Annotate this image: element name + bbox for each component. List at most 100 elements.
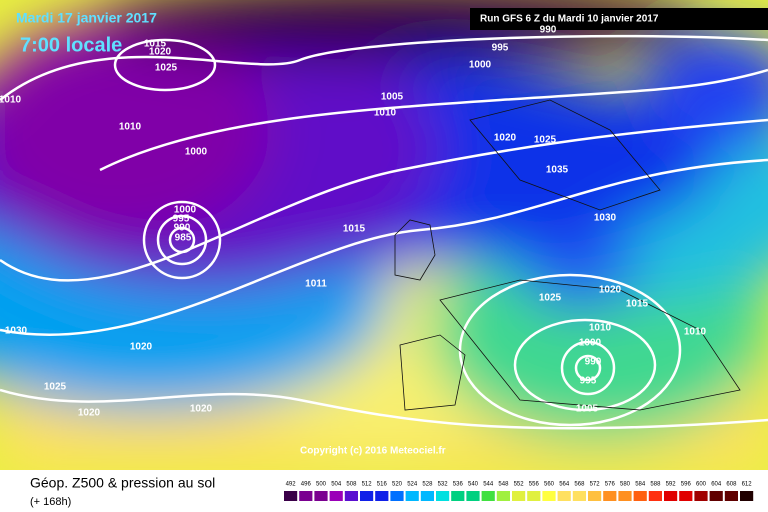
- scale-swatch: [588, 491, 602, 501]
- scale-label: 572: [590, 482, 601, 488]
- scale-label: 556: [529, 482, 540, 488]
- scale-label: 600: [696, 482, 707, 488]
- scale-label: 540: [468, 482, 479, 488]
- scale-label: 568: [574, 482, 585, 488]
- isobar: [168, 226, 196, 254]
- isobar-label: 1005: [381, 92, 404, 103]
- isobar: [574, 354, 602, 382]
- isobar-label: 1005: [576, 404, 599, 415]
- scale-label: 532: [438, 482, 449, 488]
- isobar-label: 1000: [185, 147, 208, 158]
- scale-swatch: [709, 491, 723, 501]
- isobar: [560, 340, 616, 396]
- scale-swatch: [496, 491, 510, 501]
- isobar: [99, 68, 768, 172]
- time: 7:00 locale: [20, 34, 122, 56]
- scale-swatch: [618, 491, 632, 501]
- scale-swatch: [572, 491, 586, 501]
- color-scale: 492 496 500 504 508 512 516 520 524 528 532 536 540 5…: [284, 482, 754, 501]
- coastlines: [394, 99, 741, 411]
- isobar-label: 1025: [155, 63, 178, 74]
- scale-swatch: [512, 491, 526, 501]
- scale-label: 512: [362, 482, 373, 488]
- isobar-label: 1015: [144, 39, 167, 50]
- isobar-label: 1020: [190, 404, 213, 415]
- isobar-label: 1010: [589, 323, 612, 334]
- isobar-label: 1025: [44, 382, 67, 393]
- copyright: Copyright (c) 2016 Meteociel.fr: [300, 446, 446, 457]
- scale-swatch: [633, 491, 647, 501]
- scale-swatch: [740, 491, 754, 501]
- isobar-label: 1000: [469, 60, 492, 71]
- isobar: [142, 200, 222, 280]
- footer-range: (+ 168h): [30, 496, 71, 508]
- scale-swatch: [466, 491, 480, 501]
- footer-title: Géop. Z500 & pression au sol: [30, 475, 215, 491]
- isobar-label: 1011: [305, 279, 327, 290]
- isobar-label: 1020: [494, 133, 517, 144]
- scale-swatch: [405, 491, 419, 501]
- scale-label: 544: [483, 482, 494, 488]
- scale-swatch: [360, 491, 374, 501]
- scale-label: 508: [346, 482, 357, 488]
- scale-label: 560: [544, 482, 555, 488]
- geopotential-field: [0, 0, 768, 470]
- isobar-label: 1020: [78, 408, 101, 419]
- isobar: [0, 34, 768, 101]
- isobar: [113, 38, 217, 92]
- scale-label: 504: [331, 482, 342, 488]
- scale-swatch: [481, 491, 495, 501]
- scale-label: 536: [453, 482, 464, 488]
- scale-swatch: [314, 491, 328, 501]
- scale-swatch: [420, 491, 434, 501]
- isobar-label: 985: [175, 233, 192, 244]
- scale-label: 492: [286, 482, 297, 488]
- scale-label: 612: [742, 482, 753, 488]
- isobars: [0, 34, 768, 430]
- scale-label: 500: [316, 482, 327, 488]
- scale-swatch: [603, 491, 617, 501]
- run-info: Run GFS 6 Z du Mardi 10 janvier 2017: [480, 14, 659, 25]
- scale-label: 592: [666, 482, 677, 488]
- isobar: [0, 388, 768, 430]
- scale-swatch: [542, 491, 556, 501]
- scale-swatch: [299, 491, 313, 501]
- isobar-label: 1010: [374, 108, 397, 119]
- scale-label: 516: [377, 482, 388, 488]
- isobar: [513, 318, 657, 412]
- date: Mardi 17 janvier 2017: [16, 10, 157, 26]
- scale-swatch: [648, 491, 662, 501]
- isobar: [0, 158, 768, 336]
- isobar-label: 990: [174, 223, 191, 234]
- isobar-label: 1020: [130, 342, 153, 353]
- scale-swatch: [679, 491, 693, 501]
- isobar: [156, 214, 208, 266]
- scale-swatch: [375, 491, 389, 501]
- scale-label: 548: [498, 482, 509, 488]
- isobar-label: 1035: [546, 165, 569, 176]
- isobar: [0, 118, 768, 282]
- isobar: [458, 273, 682, 427]
- scale-swatch: [664, 491, 678, 501]
- isobar-label: 1010: [0, 95, 22, 106]
- scale-label: 552: [514, 482, 525, 488]
- scale-swatch: [557, 491, 571, 501]
- isobar-label: 990: [540, 25, 557, 36]
- isobar-label: 1025: [539, 293, 562, 304]
- scale-swatch: [694, 491, 708, 501]
- scale-label: 596: [681, 482, 692, 488]
- isobar-label: 1020: [599, 285, 622, 296]
- scale-swatch: [344, 491, 358, 501]
- scale-swatch: [390, 491, 404, 501]
- scale-label: 584: [635, 482, 646, 488]
- isobar-label: 1030: [5, 326, 28, 337]
- isobar-label: 1010: [684, 327, 707, 338]
- isobar-label: 995: [173, 214, 190, 225]
- isobar-label: 1020: [149, 47, 172, 58]
- scale-label: 604: [711, 482, 722, 488]
- scale-label: 496: [301, 482, 312, 488]
- isobar-label: 1015: [343, 224, 366, 235]
- run-box: [470, 8, 768, 30]
- scale-swatch: [451, 491, 465, 501]
